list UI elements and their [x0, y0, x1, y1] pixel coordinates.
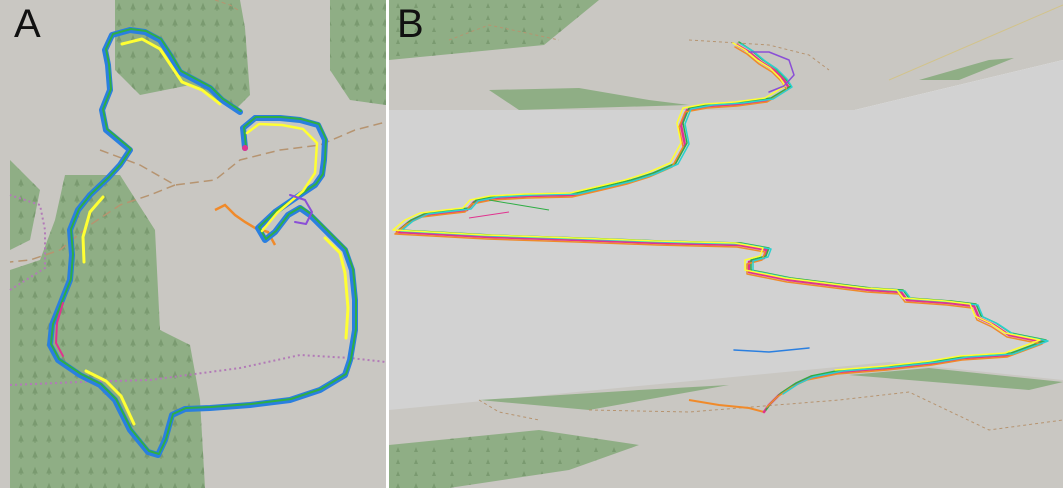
panel-divider — [386, 0, 389, 488]
orange-track-b — [688, 399, 765, 413]
gps-tracks-b — [392, 41, 1049, 414]
start-marker-icon — [242, 145, 248, 151]
panel-b-map-canvas — [389, 0, 1063, 488]
panel-a-map-canvas — [0, 0, 386, 488]
footpaths — [9, 0, 386, 386]
forest-areas — [10, 0, 386, 488]
panel-a-label: A — [14, 2, 41, 46]
elevation-wall — [389, 110, 1063, 410]
gps-tracks-a — [47, 27, 358, 458]
panel-b-3d-view: B — [389, 0, 1063, 488]
orange-track-a — [214, 203, 277, 246]
panel-b-label: B — [397, 2, 424, 46]
terrain-upper-surface — [389, 0, 1063, 115]
ground-shadow-tracks — [468, 199, 550, 219]
panel-a-map: A — [0, 0, 386, 488]
terrain-lower-surface — [389, 362, 1063, 488]
